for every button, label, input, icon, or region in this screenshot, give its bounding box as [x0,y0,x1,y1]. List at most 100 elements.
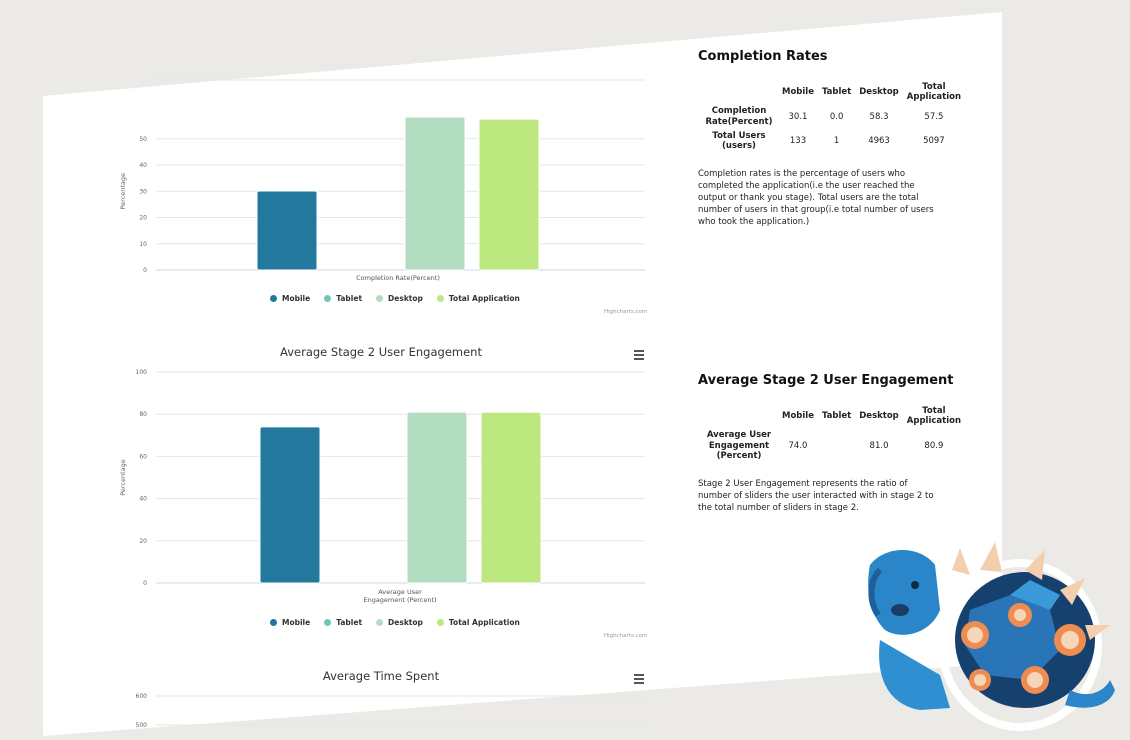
bar-total-application [480,411,542,584]
chart2-title: Average Stage 2 User Engagement [280,345,482,359]
table-header: Total Application [906,82,961,103]
legend-label: Total Application [448,294,520,303]
y-tick-label: 40 [139,496,147,503]
mascot-shell-spot [1014,609,1026,621]
chart3-title: Average Time Spent [322,669,440,683]
legend-dot-total [436,295,444,302]
completion-rate-chart: 0 10 20 30 40 50 Percentage Completion Rate(Per… [119,79,645,282]
mascot-shell-pattern [1010,580,1060,610]
bar-desktop [406,411,468,584]
legend-item-mobile[interactable]: Mobile [270,618,310,627]
row-label: Completion Rate(Percent) [705,106,773,127]
table-header-row: Mobile Tablet Desktop Total Application [700,80,965,104]
row-label: Average User Engagement (Percent) [706,430,772,461]
table-row: Total Users (users) 133 1 4963 5097 [700,129,965,153]
legend-item-desktop[interactable]: Desktop [376,294,423,303]
y-tick-label: 100 [136,369,148,376]
legend-label: Desktop [388,618,423,627]
chart2-legend: Mobile Tablet Desktop Total Application [270,618,520,627]
bar-mobile [256,190,318,271]
legend-item-total[interactable]: Total Application [436,618,520,627]
y-tick-label: 80 [139,411,147,418]
legend-label: Tablet [336,618,363,627]
legend-item-tablet[interactable]: Tablet [324,294,362,303]
legend-item-mobile[interactable]: Mobile [270,294,310,303]
legend-label: Mobile [282,618,311,627]
table-cell: 80.9 [924,440,944,451]
mascot-shell-spot [967,627,983,643]
table-cell [818,428,855,463]
hamburger-menu-icon[interactable] [634,674,644,686]
y-tick-label: 20 [139,538,147,545]
table-header: Desktop [859,411,899,422]
row-label: Total Users (users) [712,130,766,151]
table-header: Tablet [821,411,852,422]
hamburger-menu-icon[interactable] [634,350,644,362]
legend-item-tablet[interactable]: Tablet [324,618,362,627]
bar-desktop [404,116,466,271]
engagement-chart: 0 20 40 60 80 100 Percentage Average UserEngage… [119,369,645,604]
table-cell: 81.0 [869,440,889,451]
legend-label: Desktop [388,294,423,303]
legend-item-desktop[interactable]: Desktop [376,618,423,627]
mascot-shell-spot [1061,631,1079,649]
mascot-ring [938,559,1102,731]
table-row: Completion Rate(Percent) 30.1 0.0 58.3 5… [700,104,965,128]
mascot-head [868,550,940,635]
highcharts-credit[interactable]: Highcharts.com [604,309,648,315]
table-cell: 57.5 [924,111,944,122]
legend-label: Tablet [336,294,363,303]
mascot-spike [1025,550,1045,580]
y-tick-label: 600 [136,693,148,700]
engagement-table: Mobile Tablet Desktop Total Application … [700,404,965,463]
y-tick-label: 60 [139,453,147,460]
table-header: Desktop [859,87,899,98]
mascot-spike [980,542,1002,572]
legend-label: Mobile [282,294,311,303]
x-axis-label: Engagement (Percent) [363,596,436,604]
legend-dot-mobile [270,295,277,302]
y-tick-label: 30 [139,188,147,195]
table-header [700,404,778,428]
engagement-title: Average Stage 2 User Engagement [698,373,954,388]
y-tick-label: 0 [143,267,147,274]
table-row: Average User Engagement (Percent) 74.0 8… [700,428,965,463]
y-tick-label: 20 [139,215,147,222]
mascot-ear [868,567,883,617]
mascot-shell-spot [1027,672,1043,688]
y-tick-label: 10 [139,241,147,248]
mascot-spike [1085,625,1110,640]
legend-dot-tablet [324,619,332,626]
legend-dot-total [436,619,444,626]
turtle-dog-mascot-illustration [868,542,1115,731]
table-header: Total Application [906,406,961,427]
bar-mobile [259,426,321,584]
table-header [700,80,778,104]
mascot-body [879,640,950,710]
table-header: Mobile [782,411,814,422]
y-axis-label: Percentage [119,459,127,496]
legend-item-total[interactable]: Total Application [436,294,520,303]
table-header: Mobile [782,87,814,98]
engagement-note: Stage 2 User Engagement represents the r… [698,479,934,514]
table-cell: 1 [833,135,840,146]
table-cell: 133 [789,135,807,146]
table-header-row: Mobile Tablet Desktop Total Application [700,404,965,428]
y-tick-label: 40 [139,162,147,169]
table-header: Tablet [821,87,852,98]
table-cell: 4963 [868,135,890,146]
average-time-chart: 600 500 [136,693,645,729]
legend-dot-desktop [376,295,384,302]
y-tick-label: 500 [136,722,148,729]
table-cell: 58.3 [869,111,889,122]
table-cell: 5097 [923,135,945,146]
highcharts-credit[interactable]: Highcharts.com [604,633,648,639]
chart1-legend: Mobile Tablet Desktop Total Application [270,294,520,303]
completion-note: Completion rates is the percentage of us… [698,169,934,228]
bar-total-application [478,118,540,271]
y-tick-label: 50 [139,136,147,143]
y-tick-label: 0 [143,580,147,587]
mascot-eye [911,581,919,589]
x-axis-label: Average User [378,588,422,596]
